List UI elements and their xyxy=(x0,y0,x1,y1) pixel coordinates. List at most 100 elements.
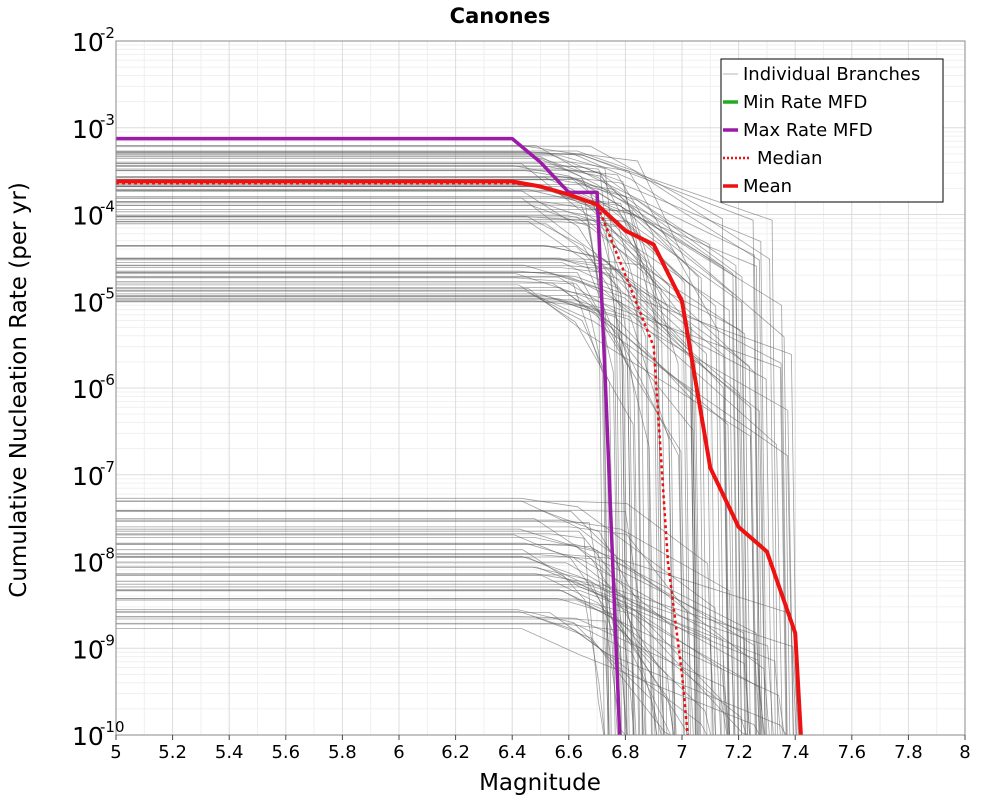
branch-line xyxy=(116,537,797,736)
y-tick-base: 10 xyxy=(72,288,104,317)
y-tick: 10-8 xyxy=(72,545,115,578)
legend-label: Mean xyxy=(743,176,792,197)
branch-line xyxy=(116,271,634,736)
x-tick-label: 7.8 xyxy=(894,742,923,763)
x-tick-label: 6 xyxy=(393,742,404,763)
branch-line xyxy=(116,298,701,736)
x-tick-label: 8 xyxy=(959,742,970,763)
branch-line xyxy=(116,219,748,736)
branch-line xyxy=(116,300,697,736)
y-tick-exponent: -10 xyxy=(100,718,125,736)
branch-line xyxy=(116,295,620,736)
legend-item: Min Rate MFD xyxy=(723,92,867,113)
branch-line xyxy=(116,510,644,736)
y-tick-exponent: -6 xyxy=(100,371,115,389)
branch-line xyxy=(116,556,751,736)
branch-line xyxy=(116,246,641,736)
y-tick-base: 10 xyxy=(72,549,104,578)
branch-line xyxy=(116,276,656,736)
y-tick-base: 10 xyxy=(72,635,104,664)
x-tick-label: 5 xyxy=(110,742,121,763)
branch-line xyxy=(116,270,798,736)
branch-line xyxy=(116,284,640,736)
branch-line xyxy=(116,543,761,736)
legend-item: Mean xyxy=(723,176,792,197)
branch-line xyxy=(116,618,626,736)
x-axis-label: Magnitude xyxy=(479,770,601,796)
y-tick: 10-7 xyxy=(72,458,115,491)
branch-line xyxy=(116,510,646,736)
branch-line xyxy=(116,610,708,736)
branch-line xyxy=(116,281,699,736)
x-axis-ticks: 5 5.2 5.4 5.6 5.8 6 6.2 6.4 6.6 6.8 7 7.2 7.4 7.6 7.8 8 xyxy=(110,735,971,763)
x-tick-label: 6.8 xyxy=(611,742,640,763)
legend-item: Max Rate MFD xyxy=(723,120,873,141)
branch-line xyxy=(116,176,685,736)
legend-item: Median xyxy=(723,148,822,169)
y-tick: 10-10 xyxy=(72,718,125,751)
branch-line xyxy=(116,153,766,736)
branch-line xyxy=(116,215,628,736)
branch-line xyxy=(116,586,628,736)
y-tick-base: 10 xyxy=(72,28,104,57)
legend-item: Individual Branches xyxy=(723,64,920,85)
y-tick: 10-6 xyxy=(72,371,115,404)
branch-line xyxy=(116,555,716,736)
branch-line xyxy=(116,265,746,736)
branch-line xyxy=(116,616,671,736)
y-tick-exponent: -5 xyxy=(100,284,115,302)
branch-line xyxy=(116,299,675,736)
x-tick-label: 5.4 xyxy=(215,742,244,763)
branch-line xyxy=(116,590,728,736)
x-tick-label: 6.2 xyxy=(441,742,470,763)
branch-line xyxy=(116,184,742,736)
y-tick: 10-5 xyxy=(72,284,115,317)
branch-line xyxy=(116,287,685,736)
y-tick-exponent: -7 xyxy=(100,458,115,476)
series-max-rate-mfd xyxy=(116,136,622,736)
branch-line xyxy=(116,295,794,736)
x-tick-label: 6.6 xyxy=(554,742,583,763)
series-mean xyxy=(116,179,803,736)
branch-line xyxy=(116,566,728,736)
chart-title: Canones xyxy=(450,4,551,28)
branch-line xyxy=(116,288,757,736)
legend-label: Individual Branches xyxy=(743,64,920,85)
branch-line xyxy=(116,204,610,736)
branch-line xyxy=(116,519,736,736)
y-tick-exponent: -8 xyxy=(100,545,115,563)
branch-line xyxy=(116,168,660,736)
y-tick-exponent: -9 xyxy=(100,631,115,649)
branch-line xyxy=(116,598,749,736)
y-tick-exponent: -2 xyxy=(100,24,115,42)
branch-line xyxy=(116,542,729,736)
branch-line xyxy=(116,267,630,736)
y-tick-base: 10 xyxy=(72,375,104,404)
branch-line xyxy=(116,609,658,736)
branch-line xyxy=(116,158,791,736)
x-tick-label: 5.8 xyxy=(328,742,357,763)
branch-line xyxy=(116,521,610,736)
branch-line xyxy=(116,277,609,736)
branch-line xyxy=(116,145,761,736)
branch-line xyxy=(116,574,605,736)
branch-line xyxy=(116,262,746,736)
legend-box xyxy=(720,58,944,203)
branch-line xyxy=(116,599,785,736)
x-tick-label: 5.2 xyxy=(158,742,187,763)
x-tick-label: 7.4 xyxy=(781,742,810,763)
branch-line xyxy=(116,258,761,736)
y-tick: 10-4 xyxy=(72,198,115,231)
branch-line xyxy=(116,176,767,736)
legend-label: Median xyxy=(757,148,822,169)
branch-line xyxy=(116,296,610,736)
x-tick-label: 7.6 xyxy=(837,742,866,763)
legend: Individual Branches Min Rate MFD Max Rate … xyxy=(720,58,944,203)
branch-line xyxy=(116,533,605,736)
summary-series xyxy=(116,136,803,736)
branch-line xyxy=(116,163,647,736)
y-tick: 10-3 xyxy=(72,111,115,144)
y-tick: 10-9 xyxy=(72,631,115,664)
